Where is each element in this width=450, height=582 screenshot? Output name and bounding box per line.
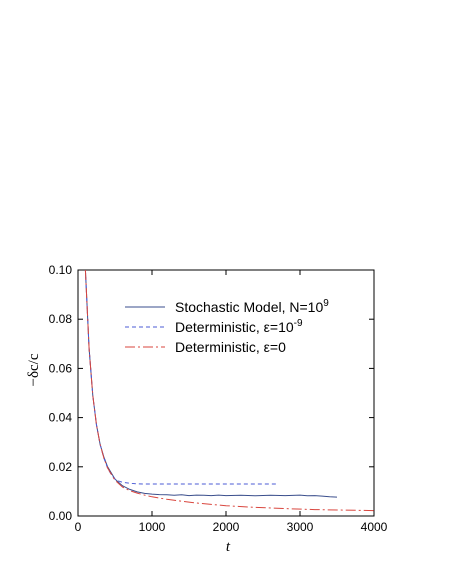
series-layer	[84, 269, 375, 512]
y-tick-label: 0.06	[49, 361, 73, 375]
x-tick-label: 1000	[139, 520, 166, 534]
y-tick-label: 0.00	[49, 509, 73, 523]
legend-label: Stochastic Model, N=109	[175, 298, 329, 315]
x-tick-label: 4000	[361, 520, 388, 534]
x-tick-label: 0	[75, 520, 82, 534]
series-line	[84, 269, 278, 485]
x-axis-label: t	[226, 539, 231, 555]
x-tick-label: 2000	[213, 520, 240, 534]
legend-label: Deterministic, ε=0	[175, 339, 286, 355]
y-tick-label: 0.02	[49, 460, 73, 474]
series-line	[84, 269, 375, 512]
x-tick-label: 3000	[287, 520, 314, 534]
legend: Stochastic Model, N=109 Deterministic, ε=…	[125, 298, 329, 355]
y-tick-label: 0.10	[49, 263, 73, 277]
y-tick-label: 0.04	[49, 411, 73, 425]
legend-label: Deterministic, ε=10-9	[175, 318, 303, 335]
y-axis-label: −δc/c	[26, 353, 42, 386]
y-tick-label: 0.08	[49, 312, 73, 326]
ticks-layer: 0 1000 2000 3000 4000 0.00 0.02 0.04 0.06 0.08 0.1…	[49, 263, 388, 534]
